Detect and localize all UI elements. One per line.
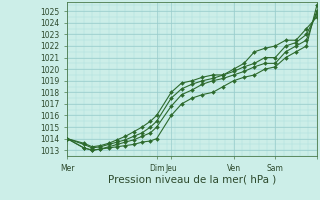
X-axis label: Pression niveau de la mer( hPa ): Pression niveau de la mer( hPa ) <box>108 174 276 184</box>
